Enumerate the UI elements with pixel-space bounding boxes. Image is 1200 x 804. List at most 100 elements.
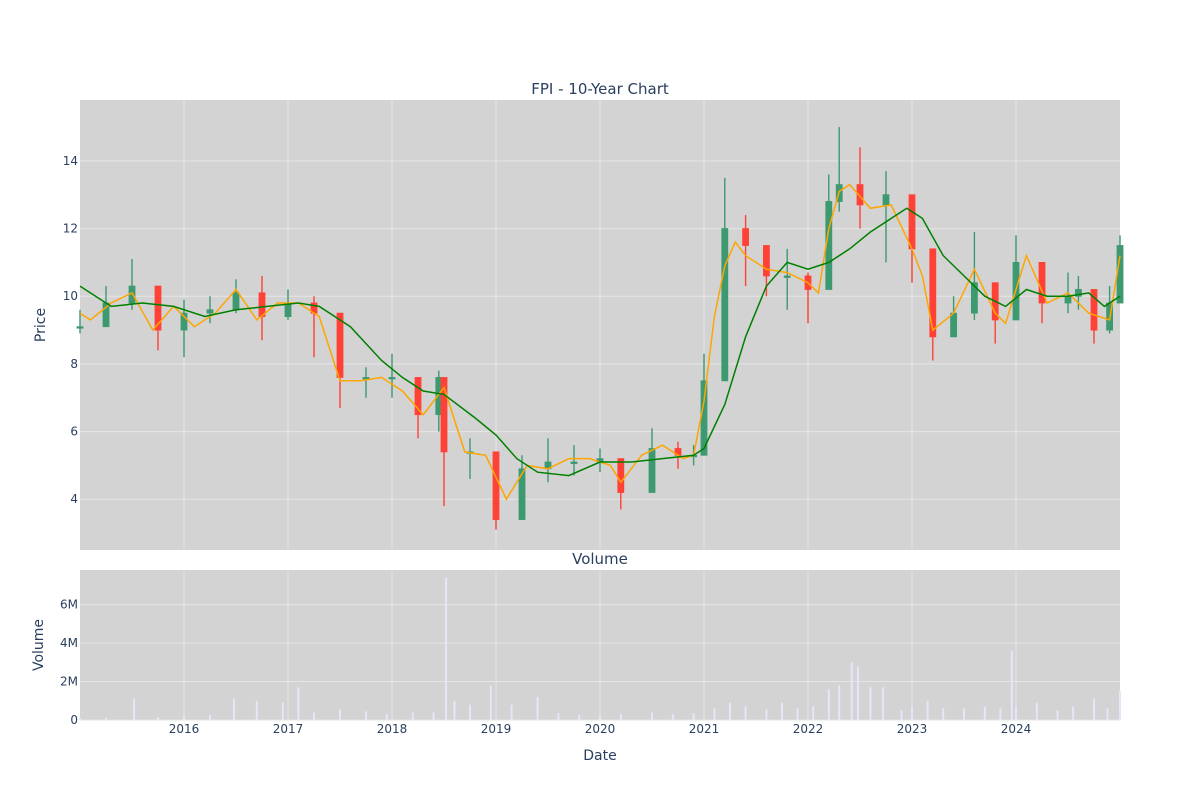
price-y-tick-label: 8 — [70, 357, 78, 371]
volume-bar — [599, 716, 601, 720]
volume-bar — [781, 702, 783, 720]
volume-bar — [232, 698, 235, 720]
candle-body — [440, 377, 448, 453]
volume-bar — [713, 708, 716, 720]
candle-body — [518, 468, 526, 520]
candle-body — [1090, 289, 1098, 331]
volume-bar — [313, 712, 315, 720]
moving-average-lines — [79, 183, 1121, 501]
volume-bar — [297, 687, 300, 720]
candle-body — [258, 292, 266, 317]
volume-bar — [183, 716, 185, 720]
volume-bar — [209, 715, 211, 720]
volume-bar — [255, 700, 258, 720]
volume-y-tick-label: 2M — [60, 675, 78, 689]
candle-body — [232, 292, 240, 311]
candle-body — [388, 377, 396, 380]
date-x-tick-label: 2018 — [377, 722, 408, 736]
volume-bar — [1072, 706, 1075, 720]
volume-y-tick-label: 0 — [70, 713, 78, 727]
volume-bar — [856, 666, 859, 720]
candle-body — [783, 275, 791, 278]
candle-body — [180, 312, 188, 331]
volume-bar — [1106, 708, 1109, 720]
price-y-tick-label: 12 — [63, 222, 78, 236]
candle-body — [362, 377, 370, 380]
date-x-tick-label: 2022 — [793, 722, 824, 736]
volume-bar — [157, 717, 159, 720]
volume-bar — [911, 706, 913, 720]
volume-bar — [671, 714, 674, 720]
candle-body — [570, 461, 578, 464]
candle-body — [929, 248, 937, 338]
date-x-tick-label: 2016 — [169, 722, 200, 736]
candle-body — [971, 282, 978, 314]
volume-bar — [619, 714, 622, 720]
volume-bar — [838, 685, 841, 720]
date-x-tick-label: 2021 — [689, 722, 720, 736]
volume-bar — [510, 704, 513, 720]
candle-body — [742, 228, 749, 246]
price-gridlines — [80, 100, 1120, 550]
price-y-tick-label: 6 — [70, 425, 78, 439]
volume-bar — [1119, 691, 1121, 720]
volume-bar — [489, 685, 492, 720]
volume-bar — [963, 708, 965, 720]
price-y-tick-labels: 4 6 8 10 12 14 — [63, 154, 78, 506]
volume-bar — [281, 702, 284, 720]
date-x-tick-label: 2019 — [481, 722, 512, 736]
volume-bar — [411, 712, 414, 720]
volume-subplot-title: Volume — [572, 550, 628, 568]
volume-bar — [926, 700, 929, 720]
price-y-tick-label: 4 — [70, 492, 78, 506]
volume-bar — [133, 698, 136, 720]
volume-bar — [453, 700, 456, 720]
candle-body — [648, 448, 656, 493]
volume-bar — [79, 718, 81, 720]
volume-bar-series — [79, 577, 1121, 720]
candle-body — [206, 309, 214, 314]
volume-bar — [869, 687, 872, 720]
volume-y-tick-label: 4M — [60, 636, 78, 650]
volume-bar — [557, 713, 560, 720]
date-x-axis-label: Date — [583, 748, 616, 764]
date-x-tick-label: 2020 — [585, 722, 616, 736]
date-x-tick-label: 2017 — [273, 722, 304, 736]
price-y-tick-label: 10 — [63, 289, 78, 303]
volume-bar — [105, 717, 107, 720]
volume-bar — [651, 712, 653, 720]
volume-bar — [339, 709, 341, 720]
date-x-tick-label: 2023 — [897, 722, 928, 736]
volume-bar — [445, 577, 448, 720]
volume-bar — [850, 662, 853, 720]
chart-title: FPI - 10-Year Chart — [531, 80, 669, 98]
volume-bar — [692, 713, 695, 720]
candle-body — [414, 377, 422, 416]
volume-bar — [365, 711, 367, 720]
moving-average-slow-line — [79, 207, 1121, 477]
volume-bar — [942, 708, 945, 720]
volume-bar — [385, 714, 388, 720]
volume-y-tick-labels: 0 2M 4M 6M — [60, 598, 78, 727]
volume-bar — [812, 706, 815, 720]
candle-body — [882, 194, 890, 206]
candle-body — [721, 228, 729, 382]
candle-body — [763, 245, 770, 277]
volume-bar — [1035, 702, 1038, 720]
date-x-tick-label: 2024 — [1001, 722, 1032, 736]
candle-body — [1116, 245, 1124, 304]
volume-bar — [827, 689, 830, 720]
volume-bar — [578, 715, 581, 720]
volume-bar — [1010, 650, 1013, 720]
volume-bar — [1015, 706, 1017, 720]
candle-body — [856, 184, 864, 206]
volume-bar — [881, 687, 884, 720]
candle-body — [1064, 295, 1072, 304]
volume-bar — [744, 706, 747, 720]
volume-bar — [765, 709, 768, 720]
candle-body — [336, 312, 344, 378]
volume-y-axis-label: Volume — [31, 619, 47, 671]
candle-body — [950, 312, 957, 338]
volume-bar — [536, 696, 539, 720]
